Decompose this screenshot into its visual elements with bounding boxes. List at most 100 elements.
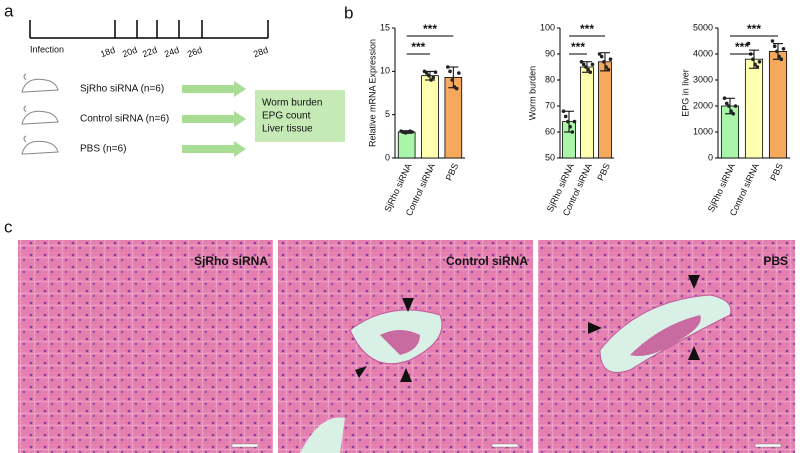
data-point xyxy=(757,60,762,64)
data-point xyxy=(775,49,779,54)
image-label: PBS xyxy=(763,254,788,268)
data-point xyxy=(770,39,775,43)
y-tick-label: 1000 xyxy=(693,126,713,136)
data-point xyxy=(751,57,755,61)
data-point xyxy=(772,44,777,48)
data-point xyxy=(572,119,577,124)
data-point xyxy=(581,62,586,67)
y-tick-label: 10 xyxy=(380,66,390,76)
y-axis-title: Worm burden xyxy=(527,66,537,120)
y-tick-label: 80 xyxy=(545,74,555,84)
data-point xyxy=(570,130,575,134)
significance-label: *** xyxy=(747,22,761,36)
bar xyxy=(444,77,463,159)
data-point xyxy=(563,114,568,119)
x-tick-label: PBS xyxy=(444,162,461,183)
y-tick-label: 50 xyxy=(545,152,555,162)
data-point xyxy=(450,78,455,82)
data-point xyxy=(579,60,584,64)
bar xyxy=(580,66,594,159)
mice xyxy=(21,73,59,155)
data-point xyxy=(590,62,595,67)
data-point xyxy=(727,104,731,108)
data-point xyxy=(588,70,593,74)
data-point xyxy=(584,65,588,69)
significance-label: *** xyxy=(423,22,437,36)
worm xyxy=(380,330,420,355)
significance-label: *** xyxy=(411,40,425,54)
data-point xyxy=(777,54,781,59)
data-point xyxy=(429,78,433,82)
outcome: EPG count xyxy=(262,111,311,122)
data-point xyxy=(427,73,431,78)
data-point xyxy=(781,47,786,51)
group-label: PBS (n=6) xyxy=(80,144,126,155)
data-point xyxy=(779,57,784,61)
data-point xyxy=(597,52,602,56)
bar xyxy=(421,75,439,159)
timeline-label: 20d xyxy=(121,45,139,60)
y-tick-label: 15 xyxy=(380,22,390,32)
panel-label: a xyxy=(4,1,14,20)
y-tick-label: 5000 xyxy=(693,22,713,32)
outcome: Worm burden xyxy=(262,98,322,109)
data-point xyxy=(448,69,452,74)
y-tick-label: 90 xyxy=(545,48,555,58)
data-point xyxy=(433,70,438,74)
panel-label: c xyxy=(4,217,13,236)
data-point xyxy=(424,71,429,75)
y-tick-label: 100 xyxy=(540,22,555,32)
arrowheads xyxy=(355,275,700,382)
data-point xyxy=(457,71,461,75)
image-label: Control siRNA xyxy=(446,254,528,268)
data-point xyxy=(733,104,738,108)
panel-label: b xyxy=(344,3,353,22)
timeline-label: Infection xyxy=(30,44,64,54)
y-tick-label: 4000 xyxy=(693,48,713,58)
group-label: SjRho siRNA (n=6) xyxy=(80,84,164,95)
group-label: Control siRNA (n=6) xyxy=(80,114,169,125)
data-point xyxy=(731,112,736,116)
timeline-label: 24d xyxy=(163,45,181,60)
worm xyxy=(630,315,701,356)
y-tick-label: 3000 xyxy=(693,74,713,84)
data-point xyxy=(568,125,572,129)
bar xyxy=(397,131,416,159)
timeline-label: 26d xyxy=(186,45,204,60)
data-point xyxy=(561,109,566,113)
outcome-box xyxy=(255,90,345,142)
y-tick-label: 70 xyxy=(545,100,555,110)
data-point xyxy=(599,54,604,59)
image-label: SjRho siRNA xyxy=(194,254,268,268)
y-tick-label: 0 xyxy=(385,152,390,162)
data-point xyxy=(746,41,751,46)
data-point xyxy=(753,62,757,67)
data-point xyxy=(586,67,590,72)
data-point xyxy=(454,86,459,91)
arrows xyxy=(182,81,246,157)
y-tick-label: 60 xyxy=(545,126,555,136)
histology xyxy=(18,240,795,453)
y-axis-title: EPG in liver xyxy=(680,69,690,117)
x-tick-label: PBS xyxy=(595,162,612,183)
data-point xyxy=(755,65,760,69)
significance-label: *** xyxy=(735,40,749,54)
significance-label: *** xyxy=(571,40,585,54)
data-point xyxy=(602,60,606,64)
bar xyxy=(598,61,612,159)
x-tick-label: PBS xyxy=(768,162,785,183)
timeline-label: 22d xyxy=(141,45,159,60)
image xyxy=(18,240,273,453)
data-point xyxy=(722,96,727,100)
y-tick-label: 5 xyxy=(385,109,390,119)
timeline-label: 18d xyxy=(99,45,117,60)
data-point xyxy=(410,130,414,134)
bar xyxy=(744,58,764,159)
outcome: Liver tissue xyxy=(262,124,313,135)
data-point xyxy=(729,109,733,113)
data-point xyxy=(431,75,436,80)
data-point xyxy=(604,65,608,69)
data-point xyxy=(606,67,611,72)
